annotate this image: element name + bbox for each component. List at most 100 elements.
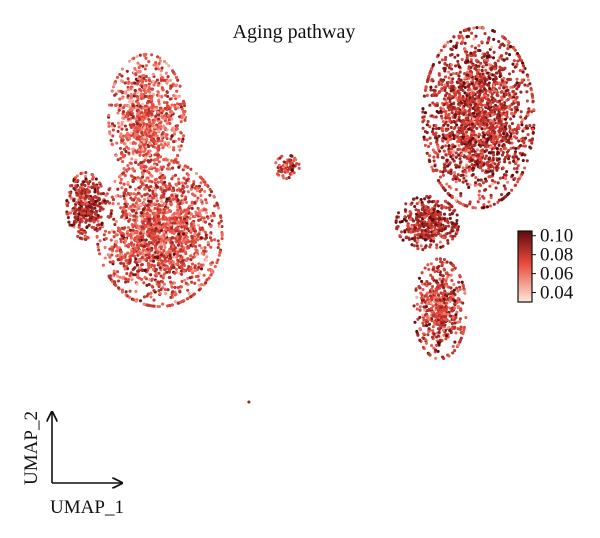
scatter-point — [179, 211, 183, 216]
scatter-point — [431, 101, 435, 105]
scatter-point — [171, 69, 175, 73]
scatter-point — [122, 182, 126, 186]
scatter-point — [526, 74, 530, 78]
scatter-point — [181, 232, 186, 236]
scatter-point — [126, 77, 130, 81]
scatter-point — [152, 139, 156, 143]
scatter-point — [178, 234, 183, 239]
scatter-point — [519, 174, 523, 179]
scatter-point — [180, 272, 184, 276]
scatter-point — [423, 111, 428, 115]
scatter-point — [155, 153, 160, 157]
scatter-point — [143, 193, 147, 197]
scatter-point — [203, 246, 207, 250]
scatter-point — [175, 261, 179, 266]
scatter-point — [67, 220, 71, 224]
scatter-point — [484, 89, 488, 93]
scatter-point — [119, 156, 123, 160]
scatter-point — [164, 259, 168, 263]
scatter-point — [428, 154, 432, 158]
scatter-point — [119, 257, 123, 261]
scatter-point — [512, 167, 516, 171]
scatter-point — [172, 93, 176, 98]
scatter-point — [508, 126, 512, 130]
scatter-point — [182, 104, 187, 108]
scatter-point — [186, 276, 190, 280]
scatter-point — [125, 115, 129, 119]
scatter-point — [490, 92, 494, 96]
scatter-point — [181, 200, 185, 204]
scatter-point — [74, 185, 79, 189]
scatter-point — [464, 179, 468, 183]
scatter-point — [169, 137, 173, 141]
scatter-point — [148, 188, 152, 192]
scatter-point — [149, 243, 153, 248]
scatter-point — [421, 110, 425, 114]
scatter-point — [197, 232, 201, 236]
scatter-point — [187, 261, 191, 265]
scatter-point — [124, 199, 128, 203]
scatter-point — [136, 101, 140, 105]
scatter-point — [456, 59, 460, 63]
scatter-point — [174, 194, 179, 198]
scatter-point — [498, 74, 502, 79]
scatter-point — [156, 224, 160, 228]
scatter-point — [147, 199, 151, 203]
scatter-point — [526, 133, 530, 137]
scatter-point — [180, 116, 184, 120]
scatter-point — [174, 83, 179, 87]
scatter-point — [451, 153, 455, 157]
scatter-point — [521, 61, 525, 65]
scatter-point — [460, 142, 464, 146]
scatter-point — [151, 231, 155, 235]
scatter-point — [132, 266, 136, 270]
scatter-point — [107, 124, 111, 128]
scatter-point — [500, 198, 504, 202]
scatter-point — [154, 184, 158, 188]
scatter-point — [157, 62, 161, 66]
scatter-point — [150, 109, 154, 114]
scatter-point — [178, 115, 182, 119]
scatter-point — [478, 72, 482, 76]
scatter-point — [447, 108, 451, 112]
scatter-point — [116, 246, 120, 250]
scatter-point — [145, 169, 149, 173]
scatter-point — [210, 238, 214, 242]
scatter-point — [148, 152, 152, 157]
scatter-point — [439, 106, 443, 110]
scatter-point — [457, 91, 461, 95]
scatter-point — [192, 182, 196, 186]
scatter-point — [97, 181, 102, 185]
scatter-point — [447, 112, 451, 116]
scatter-point — [461, 108, 465, 112]
scatter-point — [476, 112, 480, 116]
scatter-point — [437, 72, 441, 76]
scatter-point — [430, 165, 434, 169]
scatter-point — [156, 261, 161, 265]
scatter-point — [427, 75, 431, 79]
scatter-point — [486, 97, 491, 102]
scatter-point — [431, 168, 435, 172]
scatter-point — [464, 123, 468, 127]
scatter-point — [169, 280, 173, 284]
scatter-point — [220, 232, 224, 236]
scatter-point — [198, 218, 202, 222]
scatter-point — [131, 231, 135, 236]
scatter-point — [515, 166, 519, 170]
scatter-point — [129, 95, 133, 99]
scatter-point — [165, 90, 169, 94]
scatter-point — [96, 245, 100, 249]
scatter-point — [415, 244, 419, 248]
scatter-point — [160, 195, 164, 199]
scatter-point — [520, 123, 524, 127]
scatter-point — [157, 214, 161, 218]
scatter-point — [184, 242, 188, 246]
scatter-point — [481, 118, 485, 122]
scatter-point — [150, 263, 154, 267]
scatter-point — [98, 208, 102, 212]
scatter-point — [451, 77, 455, 81]
scatter-point — [143, 217, 147, 221]
scatter-point — [480, 68, 484, 72]
scatter-point — [126, 180, 130, 184]
scatter-point — [163, 287, 167, 292]
